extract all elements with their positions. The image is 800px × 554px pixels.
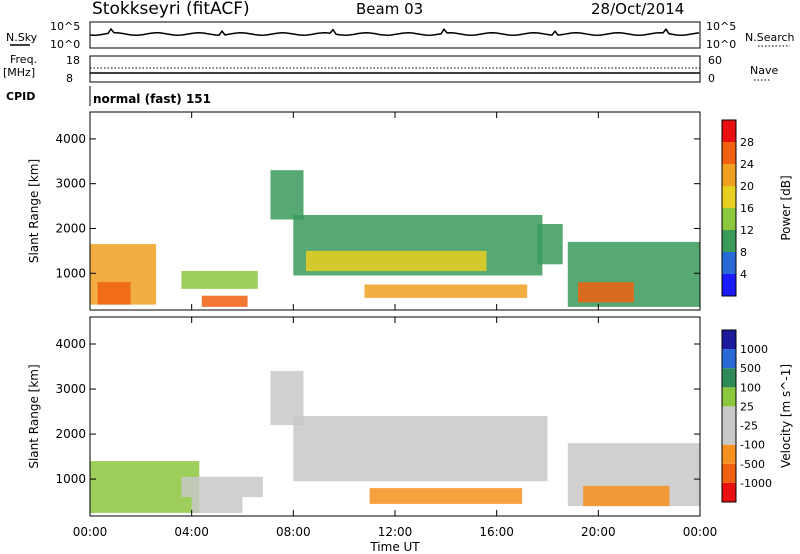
colorbar-tick-label: 500 — [740, 362, 761, 375]
x-tick-label: 04:00 — [174, 525, 209, 539]
colorbar-swatch — [722, 142, 736, 164]
colorbar-tick-label: 28 — [740, 136, 754, 149]
colorbar-swatch — [722, 444, 736, 464]
colorbar-swatch — [722, 252, 736, 274]
echo-region — [90, 461, 200, 513]
y-tick-label: 3000 — [55, 382, 86, 396]
y-tick-label: 2000 — [55, 427, 86, 441]
cpid-text: normal (fast) 151 — [93, 92, 211, 106]
echo-region — [270, 170, 304, 220]
echo-region — [537, 224, 563, 265]
colorbar-swatch — [722, 330, 736, 350]
colorbar-swatch — [722, 230, 736, 252]
echo-region — [293, 416, 548, 482]
x-axis-label: Time UT — [369, 540, 420, 554]
colorbar-tick-label: 25 — [740, 400, 754, 413]
frequency-strip-frame — [89, 55, 701, 83]
noise-tick-left-bottom: 10^0 — [50, 38, 80, 51]
echo-region — [369, 488, 523, 504]
colorbar-swatch — [722, 208, 736, 230]
noise-tick-left-top: 10^5 — [50, 20, 80, 33]
colorbar-tick-label: 16 — [740, 202, 754, 215]
x-tick-label: 08:00 — [276, 525, 311, 539]
noise-tick-right-top: 10^5 — [706, 20, 736, 33]
echo-region — [201, 295, 248, 307]
echo-region — [181, 271, 258, 289]
colorbar-swatch — [722, 463, 736, 483]
colorbar-tick-label: 8 — [740, 246, 747, 259]
nave-tick-top: 60 — [708, 54, 722, 67]
power-panel: 1000 2000 3000 4000 Slant Range [km] 4 8 12 16 20… — [27, 111, 793, 311]
x-tick-label: 00:00 — [73, 525, 108, 539]
cpid-label: CPID — [6, 90, 35, 103]
colorbar-swatch — [722, 406, 736, 426]
y-tick-label: 3000 — [55, 177, 86, 191]
frequency-strip: Freq. [MHz] Nave 18 8 60 0 — [3, 53, 778, 85]
noise-strip: N.Sky N.Search 10^5 10^0 10^5 10^0 — [6, 20, 795, 51]
colorbar-swatch — [722, 164, 736, 186]
freq-label: Freq. — [10, 53, 37, 66]
x-tick-label: 00:00 — [683, 525, 718, 539]
colorbar-swatch — [722, 387, 736, 407]
echo-region — [364, 284, 528, 298]
nave-label: Nave — [750, 64, 778, 77]
colorbar-label: Velocity [m s^-1] — [779, 364, 793, 468]
echo-region — [191, 497, 243, 513]
y-axis-label: Slant Range [km] — [27, 364, 41, 468]
colorbar-swatch — [722, 368, 736, 388]
velocity-panel: 1000 2000 3000 4000 00:00 04:00 08:00 12:00 16:0… — [27, 316, 793, 539]
colorbar-tick-label: -1000 — [740, 477, 772, 490]
noise-tick-right-bottom: 10^0 — [706, 38, 736, 51]
echo-region — [583, 485, 670, 507]
colorbar-tick-label: 4 — [740, 268, 747, 281]
colorbar-swatch — [722, 186, 736, 208]
x-tick-label: 20:00 — [581, 525, 616, 539]
y-tick-label: 4000 — [55, 337, 86, 351]
y-tick-label: 1000 — [55, 472, 86, 486]
colorbar-tick-label: 20 — [740, 180, 754, 193]
echo-region — [578, 282, 634, 303]
echo-region — [181, 476, 263, 498]
x-tick-label: 12:00 — [378, 525, 413, 539]
colorbar-swatch — [722, 349, 736, 369]
freq-unit-label: [MHz] — [3, 66, 35, 79]
colorbar-frame — [721, 119, 737, 297]
colorbar-swatch — [722, 482, 736, 502]
colorbar-tick-label: 12 — [740, 224, 754, 237]
y-tick-label: 4000 — [55, 132, 86, 146]
y-tick-label: 2000 — [55, 221, 86, 235]
nsky-trace — [89, 27, 700, 36]
colorbar-tick-label: 1000 — [740, 343, 768, 356]
date-label: 28/Oct/2014 — [591, 0, 684, 18]
colorbar-tick-label: -100 — [740, 439, 765, 452]
colorbar-swatch — [722, 120, 736, 142]
colorbar-tick-label: 24 — [740, 158, 754, 171]
x-tick-label: 16:00 — [479, 525, 514, 539]
freq-tick-bottom: 8 — [66, 72, 73, 85]
beam-label: Beam 03 — [356, 0, 423, 18]
colorbar-label: Power [dB] — [779, 175, 793, 240]
station-title: Stokkseyri (fitACF) — [92, 0, 250, 19]
y-tick-label: 1000 — [55, 266, 86, 280]
colorbar-swatch — [722, 425, 736, 445]
nsky-label: N.Sky — [6, 31, 38, 44]
echo-region — [97, 282, 131, 305]
echo-region — [306, 250, 487, 272]
colorbar-swatch — [722, 274, 736, 296]
y-axis-label: Slant Range [km] — [27, 159, 41, 263]
cpid-strip: CPID normal (fast) 151 — [6, 86, 211, 106]
colorbar-frame — [721, 329, 737, 503]
nsearch-label: N.Search — [745, 31, 795, 44]
colorbar-tick-label: -500 — [740, 458, 765, 471]
colorbar-tick-label: 100 — [740, 381, 761, 394]
freq-tick-top: 18 — [66, 54, 80, 67]
nave-tick-bottom: 0 — [708, 72, 715, 85]
colorbar-tick-label: -25 — [740, 420, 758, 433]
